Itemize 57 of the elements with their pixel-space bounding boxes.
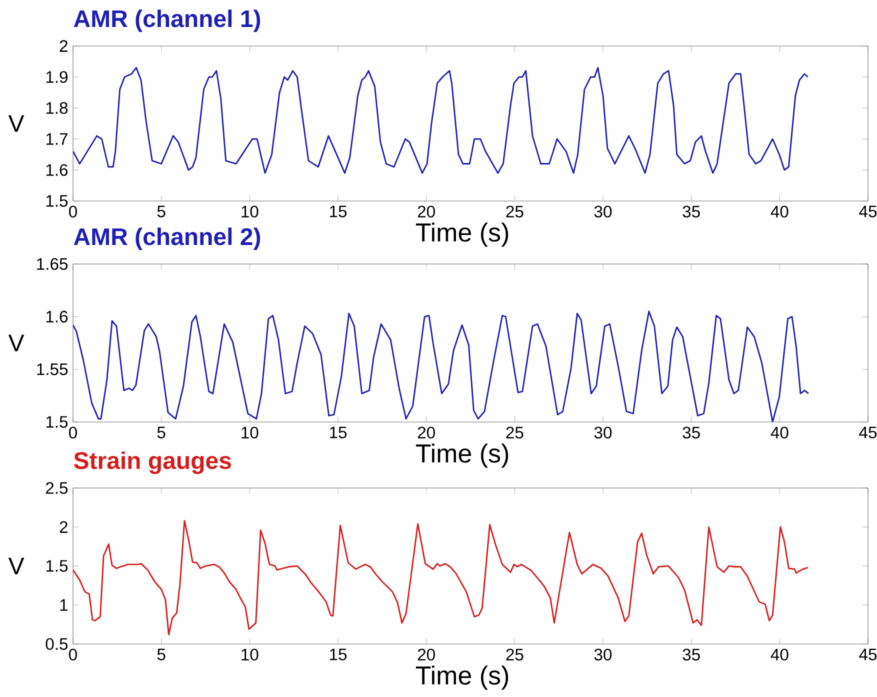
- x-tick-label: 20: [418, 426, 435, 439]
- x-tick-label: 0: [69, 426, 77, 439]
- x-tick-label: 25: [506, 426, 524, 439]
- x-tick-label: 5: [157, 426, 166, 438]
- x-axis-title: Time (s): [416, 222, 508, 247]
- x-tick-label: 30: [594, 206, 612, 218]
- y-tick-label: 2: [60, 521, 68, 533]
- y-tick-label: 1.5: [46, 560, 68, 572]
- x-tick-label: 40: [770, 648, 788, 661]
- x-tick-label: 35: [682, 206, 700, 218]
- y-axis-title: V: [8, 558, 24, 574]
- y-axis-title: V: [8, 115, 24, 132]
- line-series: [73, 520, 809, 636]
- y-axis-title: V: [8, 334, 24, 352]
- y-tick-label: 1.8: [46, 102, 68, 114]
- x-tick-label: 10: [242, 648, 258, 661]
- x-tick-label: 10: [242, 206, 258, 218]
- x-tick-label: 35: [682, 426, 700, 439]
- y-tick-label: 1: [60, 599, 68, 611]
- y-tick-label: 1.5: [46, 416, 68, 428]
- x-tick-label: 25: [506, 206, 524, 218]
- x-tick-label: 10: [242, 426, 258, 439]
- x-tick-label: 0: [69, 206, 77, 218]
- y-tick-label: 1.7: [46, 133, 68, 145]
- y-tick-label: 1.9: [46, 71, 68, 83]
- x-tick-label: 15: [330, 206, 347, 218]
- x-tick-label: 20: [418, 206, 435, 218]
- x-tick-label: 5: [157, 206, 166, 218]
- x-tick-label: 35: [682, 648, 700, 661]
- x-tick-label: 40: [770, 206, 788, 218]
- y-tick-label: 1.5: [46, 195, 68, 207]
- y-tick-label: 1.6: [46, 310, 68, 323]
- y-tick-label: 0.5: [46, 638, 68, 650]
- y-tick-label: 2: [60, 40, 68, 52]
- y-tick-label: 1.55: [37, 364, 68, 376]
- x-tick-label: 45: [859, 648, 877, 660]
- chart-title: AMR (channel 1): [74, 10, 260, 32]
- chart-title: Strain gauges: [74, 451, 231, 474]
- x-tick-label: 15: [330, 648, 347, 660]
- x-tick-label: 0: [69, 648, 77, 661]
- x-tick-label: 15: [330, 426, 347, 438]
- x-axis-title: Time (s): [416, 666, 508, 690]
- chart-title: AMR (channel 2): [74, 228, 260, 250]
- x-tick-label: 40: [770, 426, 788, 439]
- x-tick-label: 25: [506, 648, 524, 661]
- line-series: [73, 66, 809, 174]
- y-tick-label: 1.6: [46, 164, 68, 176]
- x-tick-label: 45: [859, 426, 877, 438]
- x-tick-label: 20: [418, 648, 435, 661]
- x-tick-label: 30: [594, 648, 612, 661]
- y-tick-label: 1.65: [37, 258, 68, 270]
- line-series: [73, 310, 810, 422]
- y-tick-label: 2.5: [46, 482, 68, 494]
- x-axis-title: Time (s): [416, 444, 508, 468]
- x-tick-label: 45: [859, 206, 877, 218]
- x-tick-label: 5: [157, 648, 166, 660]
- x-tick-label: 30: [594, 426, 612, 439]
